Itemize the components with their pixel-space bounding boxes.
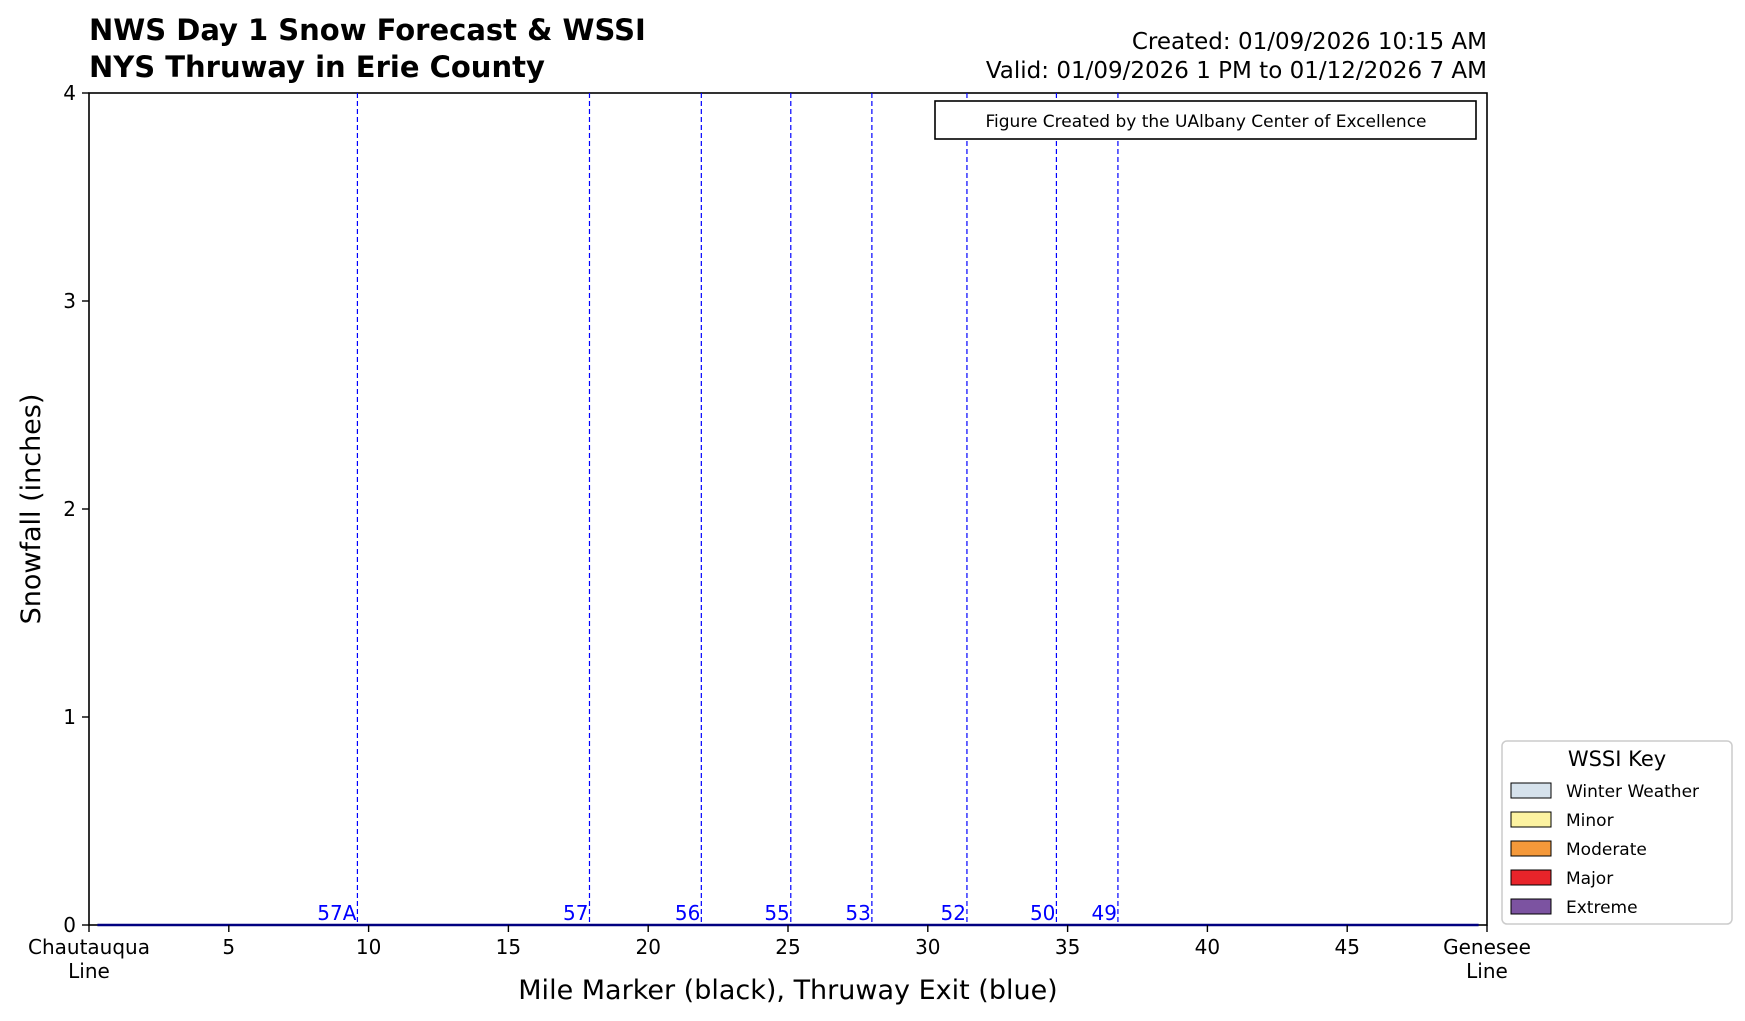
wssi-legend: WSSI Key Winter Weather Minor Moderate Majo… [1501, 740, 1733, 925]
exit-label: 55 [764, 901, 789, 925]
x-tick-label: Genesee [1443, 935, 1531, 959]
legend-swatch [1510, 898, 1552, 915]
credit-box-frame [934, 100, 1477, 140]
exit-label: 49 [1091, 901, 1116, 925]
legend-swatch [1510, 840, 1552, 857]
legend-label: Major [1566, 869, 1613, 889]
x-tick-label: 10 [356, 935, 381, 959]
legend-title: WSSI Key [1568, 747, 1666, 771]
x-tick-label: Chautauqua [28, 935, 150, 959]
created-timestamp: Created: 01/09/2026 10:15 AM [1132, 29, 1487, 55]
legend-swatch [1510, 782, 1552, 799]
exit-lines-group: 57A 57 56 55 53 52 50 49 [317, 93, 1119, 925]
y-tick-label: 3 [63, 289, 76, 313]
legend-items: Winter Weather Minor Moderate Major Extreme [1510, 782, 1699, 918]
legend-swatch [1510, 869, 1552, 886]
x-tick-label: 45 [1334, 935, 1359, 959]
credit-text: Figure Created by the UAlbany Center of … [986, 112, 1427, 132]
x-tick-label: 30 [915, 935, 940, 959]
x-tick-label: 15 [496, 935, 521, 959]
chart-title: NWS Day 1 Snow Forecast & WSSI [89, 13, 646, 47]
legend-frame [1501, 740, 1733, 925]
valid-period: Valid: 01/09/2026 1 PM to 01/12/2026 7 A… [986, 58, 1487, 84]
legend-label: Winter Weather [1566, 782, 1699, 802]
x-tick-label: 25 [775, 935, 800, 959]
legend-label: Extreme [1566, 898, 1638, 918]
exit-label: 57A [317, 901, 356, 925]
exit-label: 52 [940, 901, 965, 925]
chart-subtitle: NYS Thruway in Erie County [89, 50, 545, 84]
legend-swatch [1510, 811, 1552, 828]
legend-label: Minor [1566, 811, 1614, 831]
x-tick-label: Line [68, 959, 110, 983]
x-tick-label: 20 [635, 935, 660, 959]
y-tick-label: 1 [63, 705, 76, 729]
x-tick-label: Line [1466, 959, 1508, 983]
y-axis-label: Snowfall (inches) [16, 394, 47, 625]
y-tick-label: 0 [63, 913, 76, 937]
legend-label: Moderate [1566, 840, 1647, 860]
exit-label: 53 [845, 901, 870, 925]
x-axis-label: Mile Marker (black), Thruway Exit (blue) [518, 975, 1057, 1006]
exit-label: 56 [675, 901, 700, 925]
exit-label: 57 [563, 901, 588, 925]
exit-label: 50 [1030, 901, 1055, 925]
y-tick-label: 4 [63, 81, 76, 105]
credit-box: Figure Created by the UAlbany Center of … [934, 100, 1477, 140]
y-axis: 0 1 2 3 4 [63, 81, 89, 937]
x-tick-label: 35 [1055, 935, 1080, 959]
y-tick-label: 2 [63, 497, 76, 521]
x-tick-label: 40 [1195, 935, 1220, 959]
x-tick-label: 5 [222, 935, 235, 959]
